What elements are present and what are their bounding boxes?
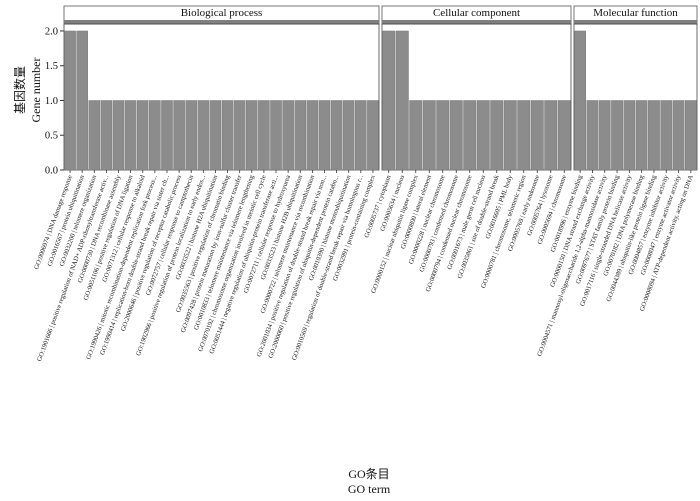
bar bbox=[623, 100, 636, 171]
panel-frame bbox=[381, 23, 572, 171]
bar bbox=[436, 100, 450, 171]
bar bbox=[124, 100, 137, 171]
bar bbox=[209, 100, 222, 171]
bar bbox=[221, 100, 234, 171]
bar bbox=[197, 100, 210, 171]
bar bbox=[544, 100, 558, 171]
y-tick-label: 2.0 bbox=[45, 26, 58, 37]
bar bbox=[685, 100, 697, 171]
bar bbox=[136, 100, 149, 171]
y-tick-label: 0.0 bbox=[45, 166, 58, 177]
bar bbox=[318, 100, 331, 171]
bar bbox=[355, 100, 367, 171]
panel-title: Cellular component bbox=[433, 7, 520, 19]
bar bbox=[503, 100, 517, 171]
bar bbox=[476, 100, 490, 171]
bar bbox=[517, 100, 531, 171]
bar bbox=[76, 30, 88, 171]
bar bbox=[294, 100, 307, 171]
y-axis-title: Gene number bbox=[29, 58, 43, 123]
bar bbox=[173, 100, 185, 171]
bar bbox=[648, 100, 660, 171]
bar bbox=[185, 100, 197, 171]
bar bbox=[233, 100, 246, 171]
bar bbox=[395, 30, 409, 171]
bar bbox=[557, 100, 571, 171]
bar bbox=[574, 30, 587, 171]
bar bbox=[611, 100, 623, 171]
panel-frame bbox=[573, 23, 698, 171]
bar bbox=[530, 100, 544, 171]
bar bbox=[449, 100, 463, 171]
bar bbox=[306, 100, 319, 171]
bar bbox=[367, 100, 379, 171]
bar bbox=[490, 100, 504, 171]
bar bbox=[463, 100, 477, 171]
bar bbox=[330, 100, 343, 171]
panel-title: Biological process bbox=[181, 7, 263, 19]
y-tick-label: 0.5 bbox=[45, 131, 58, 142]
bar bbox=[635, 100, 648, 171]
panel-strip-bar bbox=[382, 20, 571, 24]
panel-title: Molecular function bbox=[593, 7, 678, 19]
bar bbox=[660, 100, 673, 171]
bar bbox=[342, 100, 355, 171]
bar bbox=[382, 30, 396, 171]
bar bbox=[112, 100, 125, 171]
y-tick-label: 1.5 bbox=[45, 61, 58, 72]
bar bbox=[100, 100, 113, 171]
bar bbox=[282, 100, 294, 171]
bar bbox=[672, 100, 685, 171]
bar bbox=[64, 30, 76, 171]
bar bbox=[270, 100, 282, 171]
bar bbox=[88, 100, 101, 171]
x-axis-title-cn: GO条目 bbox=[348, 467, 389, 481]
bar bbox=[409, 100, 423, 171]
bar bbox=[246, 100, 258, 171]
bar bbox=[598, 100, 611, 171]
bar bbox=[586, 100, 599, 171]
bar bbox=[161, 100, 173, 171]
bar bbox=[258, 100, 270, 171]
panel-strip-bar bbox=[574, 20, 697, 24]
x-axis-title: GO term bbox=[348, 482, 391, 496]
panel-frame bbox=[63, 23, 380, 171]
bar bbox=[422, 100, 436, 171]
panel-strip-bar bbox=[64, 20, 379, 24]
bar bbox=[149, 100, 161, 171]
y-tick-label: 1.0 bbox=[45, 96, 58, 107]
y-axis-title-cn: 基因数量 bbox=[12, 66, 27, 114]
